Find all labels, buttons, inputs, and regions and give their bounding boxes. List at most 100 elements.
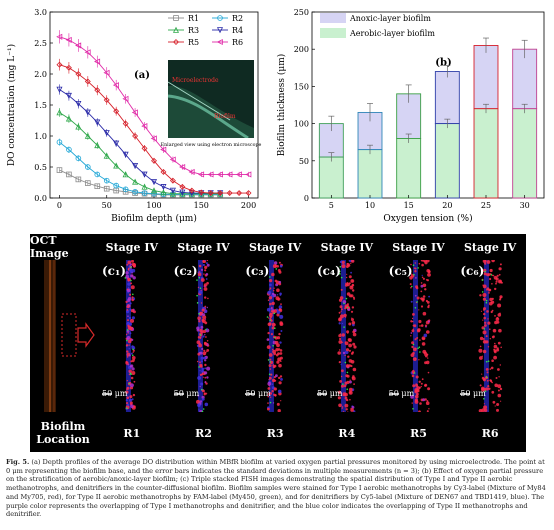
stain-spot-green bbox=[483, 328, 486, 330]
stain-spot bbox=[410, 300, 413, 303]
stain-spot bbox=[196, 340, 200, 345]
stain-spot bbox=[338, 322, 341, 325]
stain-spot bbox=[493, 328, 497, 333]
stain-spot bbox=[347, 338, 351, 342]
data-point bbox=[56, 139, 63, 146]
stain-spot bbox=[344, 305, 347, 308]
data-point bbox=[150, 179, 158, 186]
stain-spot bbox=[273, 287, 276, 289]
oct-image bbox=[30, 260, 96, 412]
stain-spot bbox=[483, 340, 487, 344]
legend-label: R6 bbox=[232, 38, 243, 47]
x-tick-label: 30 bbox=[520, 201, 530, 210]
stain-spot-green bbox=[124, 277, 127, 279]
stain-spot bbox=[202, 329, 206, 334]
stain-spot bbox=[484, 321, 487, 324]
stain-spot bbox=[269, 317, 272, 320]
biofilm-thickness-chart: 0 50 100 150 200 250 Oxygen tension (%) Biofilm… bbox=[272, 0, 554, 230]
stain-spot bbox=[204, 305, 206, 308]
stain-spot bbox=[278, 270, 282, 274]
stain-spot bbox=[483, 405, 488, 410]
stain-spot bbox=[276, 288, 281, 292]
stain-spot-green bbox=[486, 299, 488, 302]
data-point bbox=[188, 187, 195, 194]
stain-spot bbox=[273, 290, 275, 292]
stain-spot bbox=[346, 380, 350, 384]
stain-spot bbox=[338, 334, 342, 338]
stain-spot bbox=[483, 338, 486, 340]
fish-image-r2: (c₂) 50 μm bbox=[168, 260, 240, 412]
stain-spot-green bbox=[196, 302, 199, 304]
stain-spot bbox=[480, 345, 482, 348]
stain-spot bbox=[486, 289, 488, 291]
stain-spot-green bbox=[418, 351, 421, 353]
stain-spot-green bbox=[198, 276, 200, 279]
stain-spot bbox=[337, 396, 341, 400]
stain-spot-green bbox=[482, 291, 484, 293]
stain-spot bbox=[268, 364, 272, 368]
stain-spot bbox=[130, 282, 133, 285]
stain-spot bbox=[271, 383, 274, 385]
stain-spot bbox=[422, 283, 426, 288]
stain-spot-green bbox=[486, 376, 488, 378]
data-point bbox=[122, 151, 129, 158]
stain-spot bbox=[203, 283, 208, 287]
stain-spot bbox=[345, 408, 348, 411]
stain-spot bbox=[270, 396, 272, 398]
stain-spot-green bbox=[339, 266, 342, 268]
stain-spot bbox=[492, 274, 495, 277]
denitrifier-band bbox=[269, 260, 275, 412]
y-tick-label: 0 bbox=[304, 194, 309, 203]
stain-spot bbox=[128, 322, 133, 326]
y-tick-label: 2.5 bbox=[34, 39, 47, 48]
panel-label-a: (a) bbox=[134, 70, 150, 81]
stain-spot-green bbox=[414, 307, 416, 309]
stain-spot bbox=[131, 296, 134, 299]
stain-spot-green bbox=[267, 316, 269, 318]
stain-spot bbox=[205, 366, 210, 371]
stain-spot bbox=[489, 379, 492, 382]
stain-spot bbox=[132, 349, 135, 352]
stain-spot-green bbox=[130, 279, 132, 282]
fish-image-r5: (c₅) 50 μm bbox=[383, 260, 455, 412]
stain-spot bbox=[126, 380, 128, 382]
stain-spot bbox=[411, 317, 413, 320]
stain-spot bbox=[409, 283, 412, 286]
stain-spot bbox=[490, 310, 494, 314]
data-point bbox=[65, 92, 72, 99]
y-axis-label: Biofilm thickness (μm) bbox=[276, 54, 287, 157]
fish-image-panel: OCT Image Stage IV Stage IV Stage IV Stage I… bbox=[30, 234, 526, 452]
legend-label: Aerobic-layer biofilm bbox=[349, 29, 435, 38]
stain-spot bbox=[488, 292, 491, 294]
stain-spot bbox=[352, 342, 356, 346]
stain-spot bbox=[269, 288, 271, 291]
y-tick-label: 0.5 bbox=[34, 163, 47, 172]
stain-spot bbox=[346, 292, 351, 296]
stain-spot bbox=[127, 319, 129, 322]
stain-spot bbox=[350, 262, 352, 264]
stain-spot bbox=[271, 390, 275, 393]
stain-spot bbox=[279, 261, 282, 264]
stain-spot bbox=[489, 288, 492, 292]
fish-svg bbox=[317, 260, 357, 412]
stain-spot bbox=[424, 398, 427, 401]
stain-spot bbox=[494, 350, 498, 354]
panel-label-b: (b) bbox=[435, 58, 451, 69]
stain-spot bbox=[427, 304, 430, 307]
x-axis-label: Oxygen tension (%) bbox=[383, 213, 472, 224]
stain-spot bbox=[274, 261, 278, 265]
stain-spot bbox=[201, 308, 205, 312]
inset-label-biofilm: Biofilm bbox=[214, 113, 236, 120]
fish-image-r4: (c₄) 50 μm bbox=[311, 260, 383, 412]
stain-spot bbox=[278, 305, 283, 309]
y-tick-label: 100 bbox=[294, 120, 309, 129]
stain-spot bbox=[202, 263, 205, 267]
stain-spot bbox=[277, 357, 282, 362]
stain-spot bbox=[345, 350, 349, 355]
stain-spot bbox=[409, 263, 412, 266]
stain-spot bbox=[340, 308, 343, 311]
data-point bbox=[85, 164, 91, 170]
data-point bbox=[113, 108, 120, 115]
stain-spot bbox=[414, 267, 417, 270]
stain-spot bbox=[199, 373, 202, 376]
